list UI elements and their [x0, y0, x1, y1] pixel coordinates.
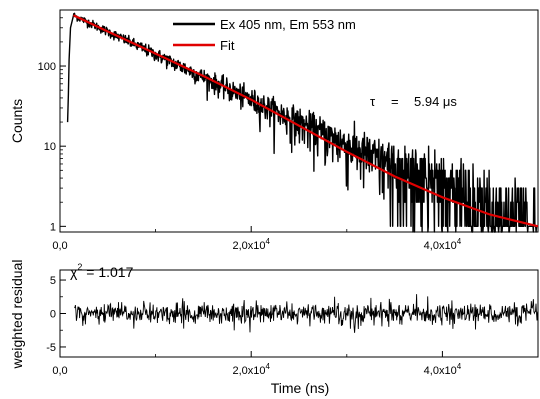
decay-x-tick-label: 2,0x104: [232, 237, 270, 252]
decay-y-axis-label: Counts: [9, 99, 25, 143]
chi-square-annotation: χ2 = 1.017: [70, 262, 134, 280]
fit-line: [72, 14, 539, 228]
residual-series: [74, 294, 539, 333]
residual-x-tick-label: 2,0x104: [232, 362, 270, 377]
legend: Ex 405 nm, Em 553 nm Fit: [173, 17, 356, 53]
chi-value: = 1.017: [82, 264, 133, 280]
decay-y-tick-label: 10: [44, 141, 56, 153]
residual-y-axis-label: weighted residual: [9, 260, 25, 370]
decay-series: [66, 12, 539, 233]
x-axis-label: Time (ns): [271, 380, 330, 396]
residual-y-tick-label: 5: [50, 275, 56, 287]
decay-y-tick-label: 1: [50, 221, 56, 233]
decay-y-ticks: 1 10 100: [38, 9, 66, 233]
decay-panel: 1 10 100 0,0 2,0x104 4,0x104 Counts Ex 405 n…: [9, 9, 539, 252]
residual-y-ticks: 5 0 -5: [46, 275, 66, 354]
decay-x-tick-label: 0,0: [52, 240, 67, 252]
residual-x-ticks: 0,0 2,0x104 4,0x104: [52, 351, 462, 377]
chi-symbol: χ: [70, 264, 78, 280]
legend-label-fit: Fit: [220, 38, 235, 53]
residual-y-tick-label: -5: [46, 342, 56, 354]
decay-x-ticks: 0,0 2,0x104 4,0x104: [52, 226, 462, 252]
legend-label-data: Ex 405 nm, Em 553 nm: [220, 17, 356, 32]
residual-line: [74, 294, 539, 333]
decay-plot-frame: [59, 9, 539, 233]
residual-x-tick-label: 0,0: [52, 365, 67, 377]
decay-y-tick-label: 100: [38, 61, 56, 73]
residual-y-tick-label: 0: [50, 309, 56, 321]
tau-equals: =: [391, 94, 399, 109]
tau-symbol: τ: [370, 94, 376, 109]
tau-value: 5.94 μs: [414, 94, 457, 109]
decay-data-line: [66, 12, 539, 233]
residual-panel: 5 0 -5 0,0 2,0x104 4,0x104 weighted residual…: [9, 260, 539, 396]
residual-x-tick-label: 4,0x104: [424, 362, 462, 377]
tau-annotation: τ = 5.94 μs: [370, 94, 457, 109]
chi-exponent: 2: [77, 262, 82, 272]
decay-x-tick-label: 4,0x104: [424, 237, 462, 252]
